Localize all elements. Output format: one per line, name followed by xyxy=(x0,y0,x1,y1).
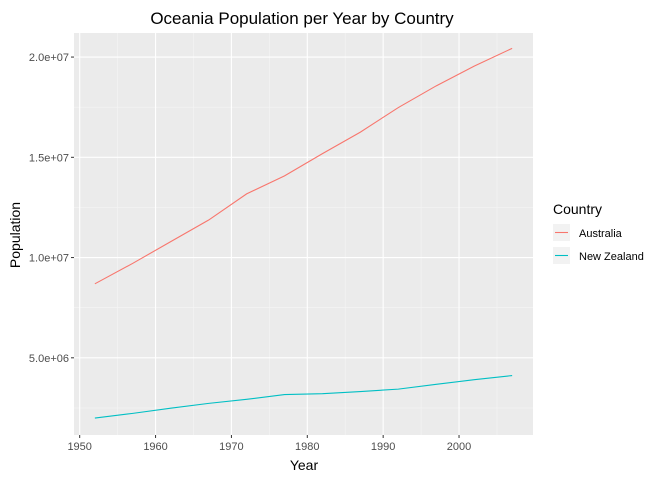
legend-label: New Zealand xyxy=(579,251,644,263)
legend: Country Australia New Zealand xyxy=(553,201,644,264)
y-tick-label: 1.5e+07 xyxy=(29,152,69,164)
x-tick-label: 1970 xyxy=(219,441,243,453)
chart-title: Oceania Population per Year by Country xyxy=(150,9,454,28)
y-tick-label: 1.0e+07 xyxy=(29,253,69,265)
legend-label: Australia xyxy=(579,228,623,240)
y-axis-title: Population xyxy=(7,202,23,268)
y-axis: 5.0e+06 1.0e+07 1.5e+07 2.0e+07 xyxy=(29,52,74,365)
x-tick-label: 1950 xyxy=(67,441,91,453)
x-axis-title: Year xyxy=(290,457,319,473)
plot-panel xyxy=(74,33,533,435)
legend-item-australia: Australia xyxy=(553,224,623,241)
y-tick-label: 2.0e+07 xyxy=(29,52,69,64)
series-lines xyxy=(94,47,513,419)
x-axis: 1950 1960 1970 1980 1990 2000 xyxy=(67,435,471,453)
legend-item-new-zealand: New Zealand xyxy=(553,247,644,264)
minor-gridlines xyxy=(74,33,533,435)
series-line-new-zealand xyxy=(94,374,513,419)
legend-title: Country xyxy=(553,201,602,217)
series-line-australia xyxy=(94,47,513,285)
x-tick-label: 2000 xyxy=(447,441,471,453)
x-tick-label: 1960 xyxy=(143,441,167,453)
major-gridlines xyxy=(74,33,533,435)
x-tick-label: 1990 xyxy=(371,441,395,453)
y-tick-label: 5.0e+06 xyxy=(29,353,69,365)
x-tick-label: 1980 xyxy=(295,441,319,453)
